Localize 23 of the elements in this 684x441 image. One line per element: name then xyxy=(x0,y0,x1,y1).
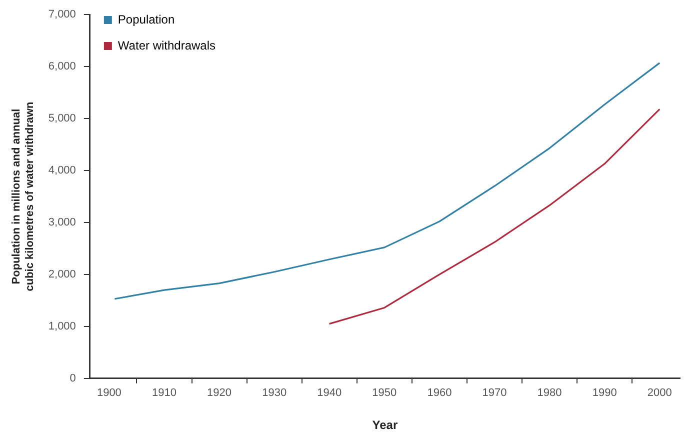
x-tick-label: 1960 xyxy=(427,387,452,400)
x-tick-label: 1910 xyxy=(152,387,176,400)
y-tick-label: 6,000 xyxy=(48,60,76,73)
x-axis-title: Year xyxy=(372,418,398,432)
x-tick-label: 1930 xyxy=(262,387,287,400)
y-tick-label: 3,000 xyxy=(48,216,76,229)
x-tick-label: 1980 xyxy=(537,387,562,400)
x-tick-label: 1900 xyxy=(96,387,122,400)
legend-label: Water withdrawals xyxy=(118,38,216,52)
y-tick-label: 5,000 xyxy=(48,112,76,125)
legend-label: Population xyxy=(118,12,175,26)
y-tick-label: 7,000 xyxy=(48,8,76,21)
y-tick-label: 0 xyxy=(70,372,76,384)
x-tick-label: 1950 xyxy=(372,387,397,400)
x-tick-label: 1940 xyxy=(317,387,342,400)
y-tick-label: 2,000 xyxy=(48,268,76,280)
y-tick-label: 1,000 xyxy=(48,320,76,332)
x-tick-label: 1970 xyxy=(482,387,507,400)
x-tick-label: 2000 xyxy=(647,387,672,400)
y-tick-label: 4,000 xyxy=(48,164,76,177)
x-tick-label: 1920 xyxy=(207,387,232,400)
y-axis-title: Population in millions and annual cubic kilometres of water withdrawn xyxy=(10,101,36,292)
x-tick-label: 1990 xyxy=(592,387,617,400)
